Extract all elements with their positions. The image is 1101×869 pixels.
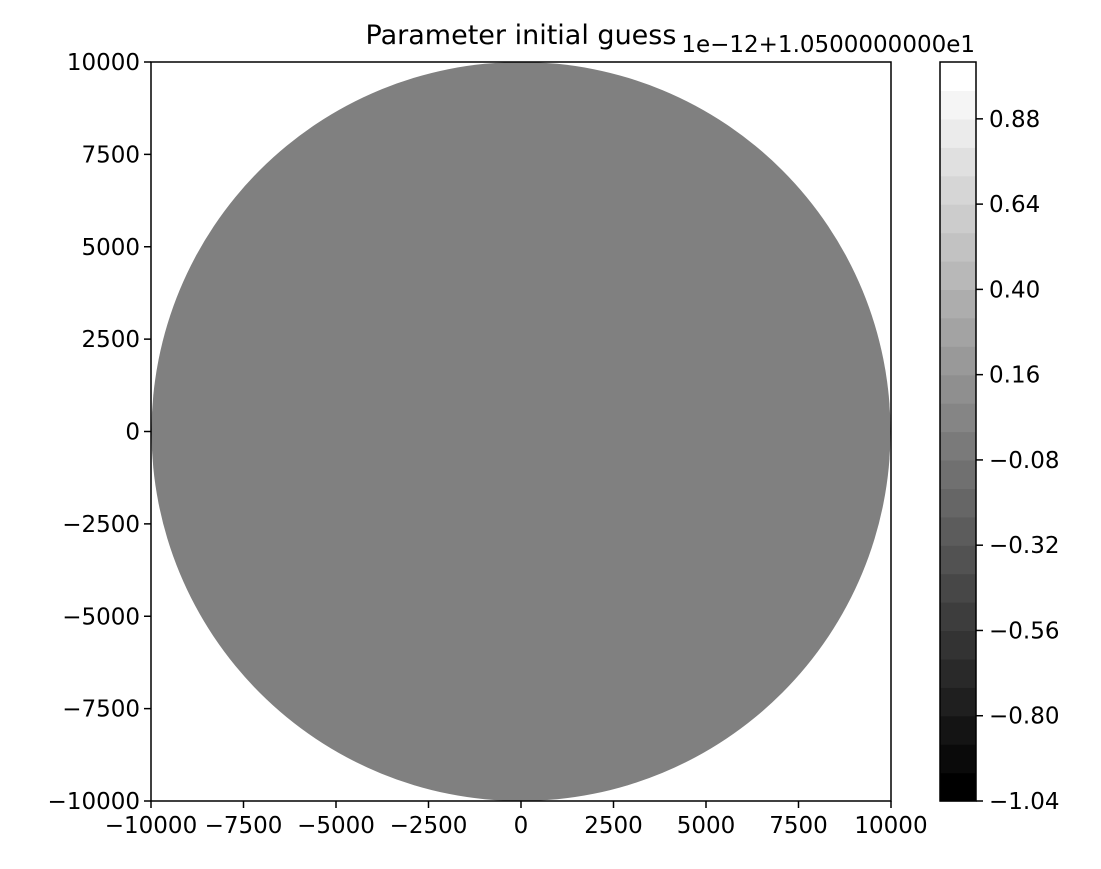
colorbar-band (940, 317, 976, 347)
colorbar-band (940, 772, 976, 802)
colorbar-band (940, 232, 976, 262)
x-tick-label: −5000 (297, 813, 375, 839)
colorbar-ticks: 0.88 0.64 0.40 0.16 −0.08 −0.32 −0.56 −0.80 −1.0… (976, 107, 1059, 815)
colorbar-band (940, 204, 976, 234)
x-tick-label: 0 (514, 813, 529, 839)
colorbar-band (940, 488, 976, 518)
y-tick-label: −2500 (62, 512, 140, 538)
colorbar-bands (940, 62, 976, 802)
y-tick-label: −10000 (48, 789, 140, 815)
y-tick-label: 2500 (81, 327, 140, 353)
colorbar-band (940, 545, 976, 575)
main-plot: −10000 −7500 −5000 −2500 0 2500 5000 7500 10000 … (48, 50, 928, 839)
colorbar-band (940, 459, 976, 489)
colorbar-tick-label: −1.04 (989, 789, 1059, 815)
y-tick-label: 0 (125, 420, 140, 446)
field-circle (151, 62, 891, 801)
x-tick-label: 2500 (584, 813, 643, 839)
y-tick-label: −7500 (62, 697, 140, 723)
colorbar-offset-label: 1e−12+1.0500000000e1 (681, 32, 975, 58)
colorbar-band (940, 744, 976, 774)
colorbar-tick-label: 0.40 (989, 277, 1040, 303)
x-tick-label: −10000 (105, 813, 197, 839)
colorbar-band (940, 260, 976, 290)
colorbar-band (940, 346, 976, 376)
colorbar-band (940, 431, 976, 461)
y-tick-label: −5000 (62, 604, 140, 630)
x-tick-label: 10000 (854, 813, 927, 839)
colorbar-band (940, 374, 976, 404)
colorbar-band (940, 90, 976, 120)
colorbar-band (940, 630, 976, 660)
colorbar-tick-label: −0.56 (989, 618, 1059, 644)
colorbar-tick-label: 0.88 (989, 107, 1040, 133)
x-tick-label: 7500 (769, 813, 828, 839)
colorbar-band (940, 62, 976, 92)
colorbar-tick-label: 0.16 (989, 363, 1040, 389)
colorbar-band (940, 687, 976, 717)
x-tick-label: −7500 (205, 813, 283, 839)
colorbar-band (940, 715, 976, 745)
colorbar-band (940, 516, 976, 546)
x-axis: −10000 −7500 −5000 −2500 0 2500 5000 7500 10000 (105, 801, 928, 839)
colorbar-tick-label: 0.64 (989, 192, 1040, 218)
colorbar-frame (939, 61, 977, 802)
colorbar-tick-label: −0.32 (989, 533, 1059, 559)
colorbar-band (940, 118, 976, 148)
y-tick-label: 7500 (81, 142, 140, 168)
colorbar-band (940, 289, 976, 319)
x-tick-label: −2500 (390, 813, 468, 839)
x-tick-label: 5000 (677, 813, 736, 839)
colorbar: 0.88 0.64 0.40 0.16 −0.08 −0.32 −0.56 −0.80 −1.0… (681, 32, 1059, 815)
y-tick-label: 5000 (81, 235, 140, 261)
colorbar-tick-label: −0.08 (989, 448, 1059, 474)
y-axis: −10000 −7500 −5000 −2500 0 2500 5000 7500 10000 (48, 50, 151, 815)
colorbar-band (940, 573, 976, 603)
colorbar-band (940, 602, 976, 632)
colorbar-band (940, 403, 976, 433)
y-tick-label: 10000 (67, 50, 140, 76)
colorbar-band (940, 175, 976, 205)
colorbar-band (940, 658, 976, 688)
colorbar-tick-label: −0.80 (989, 704, 1059, 730)
chart-title: Parameter initial guess (366, 20, 677, 51)
colorbar-band (940, 147, 976, 177)
